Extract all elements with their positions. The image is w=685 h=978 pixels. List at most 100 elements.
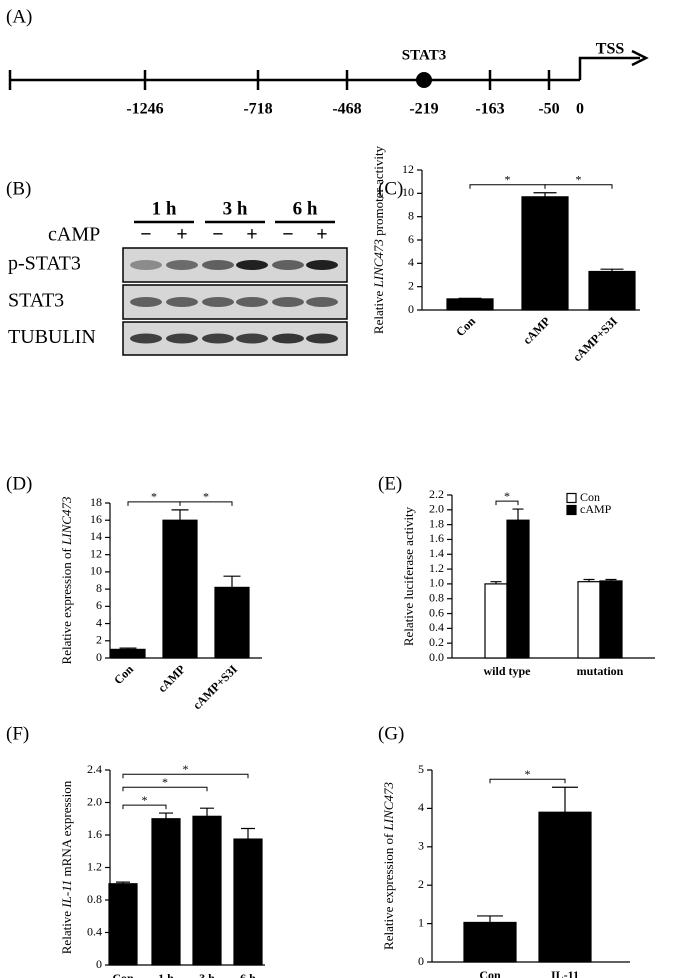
y-tick-label: 10	[90, 564, 102, 578]
time-label: 6 h	[293, 198, 318, 219]
panel-label: (E)	[378, 473, 402, 494]
x-tick-label: Con	[112, 971, 134, 978]
blot-band	[130, 260, 162, 270]
error-bar	[458, 297, 482, 299]
x-tick-label: wild type	[483, 664, 531, 678]
bar	[110, 648, 146, 659]
x-tick-label: IL-11	[551, 968, 579, 978]
y-label-part: Relative	[371, 287, 386, 334]
y-label-part: LINC473	[381, 782, 396, 832]
blot-band	[272, 297, 304, 307]
y-tick-label: 1.2	[429, 561, 444, 575]
blot-band	[202, 297, 234, 307]
blot-band	[166, 260, 198, 270]
bar	[506, 519, 530, 659]
y-label-part: IL-11	[59, 880, 74, 909]
y-tick-label: 2.0	[429, 502, 444, 516]
y-tick-label: 0	[96, 650, 102, 664]
position-label: -219	[409, 101, 438, 118]
x-tick-label: Con	[111, 662, 136, 687]
y-tick-label: 12	[90, 546, 102, 560]
treatment-sign: +	[316, 224, 327, 246]
bar	[233, 838, 263, 966]
legend-swatch	[566, 492, 577, 504]
significance-label: *	[576, 173, 582, 187]
x-tick-label: 1 h	[158, 971, 174, 978]
significance-label: *	[151, 490, 157, 504]
error-bar	[241, 827, 255, 840]
legend-label: cAMP	[580, 502, 612, 516]
significance-label: *	[162, 775, 168, 789]
treatment-sign: −	[212, 224, 223, 246]
y-tick-label: 18	[90, 495, 102, 509]
y-tick-label: 0.0	[429, 650, 444, 664]
error-bar	[223, 575, 241, 588]
row-label: p-STAT3	[8, 253, 81, 275]
significance-label: *	[505, 173, 511, 187]
blot-band	[236, 260, 268, 270]
position-label: -718	[243, 101, 272, 118]
x-tick-label: mutation	[577, 664, 624, 678]
y-tick-label: 8	[96, 581, 102, 595]
y-tick-label: 0.8	[87, 892, 102, 906]
y-tick-label: 0.6	[429, 605, 444, 619]
significance-bracket	[489, 778, 566, 784]
error-bar	[116, 881, 130, 884]
bar	[599, 580, 623, 659]
panel-label: (A)	[6, 6, 32, 27]
y-tick-label: 1.2	[87, 859, 102, 873]
y-label-part: mRNA expression	[59, 780, 74, 879]
significance-bracket	[544, 184, 613, 189]
bar	[192, 815, 222, 966]
blot-band	[272, 260, 304, 270]
y-tick-label: 8	[408, 208, 414, 222]
y-axis-label: Relative LINC473 promoter activity	[371, 145, 386, 334]
x-tick-label: cAMP+S3I	[570, 314, 620, 364]
y-tick-label: 5	[418, 762, 424, 776]
y-tick-label: 12	[402, 162, 414, 176]
bar	[521, 196, 569, 311]
y-tick-label: 1.6	[429, 531, 444, 545]
significance-bracket	[122, 786, 208, 792]
x-tick-label: Con	[453, 314, 478, 339]
y-tick-label: 1.8	[429, 516, 444, 530]
significance-bracket	[122, 773, 249, 779]
y-label-part: Relative luciferase activity	[401, 506, 416, 646]
y-tick-label: 0.4	[429, 620, 444, 634]
significance-bracket	[495, 500, 519, 506]
blot-band	[236, 297, 268, 307]
y-tick-label: 4	[96, 615, 102, 629]
y-label-part: Relative	[59, 908, 74, 955]
y-tick-label: 1	[418, 915, 424, 929]
y-tick-label: 0	[418, 954, 424, 968]
position-label: -1246	[126, 101, 163, 118]
bar	[151, 818, 181, 966]
blot-band	[306, 297, 338, 307]
error-bar	[600, 268, 624, 272]
significance-label: *	[183, 762, 189, 776]
position-label: -468	[332, 101, 361, 118]
significance-bracket	[122, 804, 167, 810]
x-tick-label: Con	[479, 968, 501, 978]
blot-band	[130, 333, 162, 344]
blot-band	[236, 333, 268, 344]
y-axis-label: Relative expression of LINC473	[59, 496, 74, 664]
tss-arrowhead	[631, 49, 649, 67]
y-tick-label: 10	[402, 185, 414, 199]
y-tick-label: 0	[408, 302, 414, 316]
bar	[538, 811, 592, 963]
y-tick-label: 1.4	[429, 546, 444, 560]
treatment-sign: −	[140, 224, 151, 246]
y-label-part: LINC473	[59, 496, 74, 546]
bar	[214, 586, 250, 659]
error-bar	[533, 192, 557, 197]
bar	[463, 921, 517, 963]
stat3-site	[416, 72, 432, 88]
x-tick-label: 3 h	[199, 971, 215, 978]
y-axis-label: Relative luciferase activity	[401, 506, 416, 646]
treatment-label: cAMP	[48, 224, 100, 246]
bar	[484, 583, 508, 659]
error-bar	[159, 812, 173, 819]
